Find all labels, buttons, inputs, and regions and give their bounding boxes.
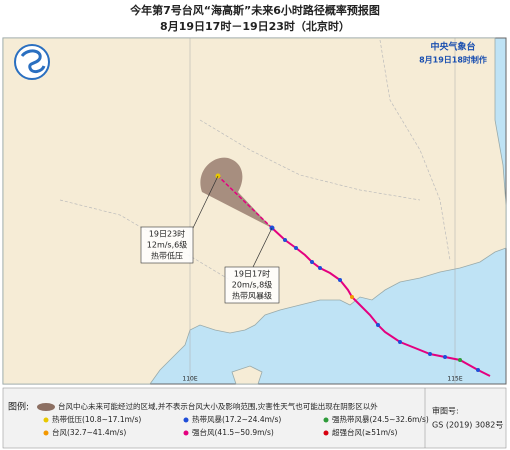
map: 110E 115E 19日23时 12m/s,6级 热带低压 19日17时 20… bbox=[2, 37, 507, 385]
annotation-text: 12m/s,6级 bbox=[147, 240, 187, 250]
legend-label: 热带风暴(17.2~24.4m/s) bbox=[192, 414, 281, 424]
legend-panel bbox=[2, 387, 507, 449]
legend-marker bbox=[323, 417, 329, 423]
legend-label: 台风(32.7~41.4m/s) bbox=[52, 427, 126, 437]
legend-marker bbox=[323, 430, 329, 436]
legend-marker bbox=[183, 417, 189, 423]
legend-label: 超强台风(≥51m/s) bbox=[332, 427, 397, 437]
legend-marker bbox=[43, 417, 49, 423]
issued-time: 8月19日18时制作 bbox=[419, 55, 487, 65]
annotation-text: 19日17时 bbox=[234, 269, 270, 279]
annotation-box bbox=[140, 226, 194, 264]
island bbox=[231, 365, 263, 385]
legend-label: 强热带风暴(24.5~32.6m/s) bbox=[332, 414, 429, 424]
approval-label: 审图号: bbox=[432, 406, 459, 416]
annotation-text: 19日23时 bbox=[149, 229, 185, 239]
agency-name: 中央气象台 bbox=[430, 41, 475, 53]
legend-marker bbox=[43, 430, 49, 436]
legend-marker bbox=[183, 430, 189, 436]
legend-items: 热带低压(10.8~17.1m/s) 热带风暴(17.2~24.4m/s) 强热带风… bbox=[43, 414, 429, 437]
past-track bbox=[271, 227, 491, 377]
longitude-label: 115E bbox=[447, 376, 462, 383]
legend-label: 热带低压(10.8~17.1m/s) bbox=[52, 414, 141, 424]
annotation-text: 热带风暴级 bbox=[232, 291, 272, 301]
annotation-box bbox=[224, 266, 280, 304]
leader-line bbox=[252, 227, 273, 268]
forecast-track bbox=[217, 175, 273, 229]
legend-text: 台风中心未来可能经过的区域,并不表示台风大小及影响范围,灾害性天气也可能出现在阴… bbox=[58, 401, 378, 411]
title: 今年第7号台风“海高斯”未来6小时路径概率预报图 bbox=[129, 3, 380, 17]
subtitle: 8月19日17时－19日23时（北京时） bbox=[160, 19, 350, 33]
annotation-text: 热带低压 bbox=[151, 251, 183, 261]
leader-line bbox=[192, 175, 219, 229]
longitude-label: 110E bbox=[182, 376, 197, 383]
logo bbox=[14, 44, 50, 80]
approval-number: GS (2019) 3082号 bbox=[432, 421, 503, 430]
legend-label: 强台风(41.5~50.9m/s) bbox=[192, 427, 274, 437]
legend-cone bbox=[37, 403, 55, 411]
annotation-text: 20m/s,8级 bbox=[232, 280, 272, 290]
legend-title: 图例: bbox=[8, 401, 29, 413]
